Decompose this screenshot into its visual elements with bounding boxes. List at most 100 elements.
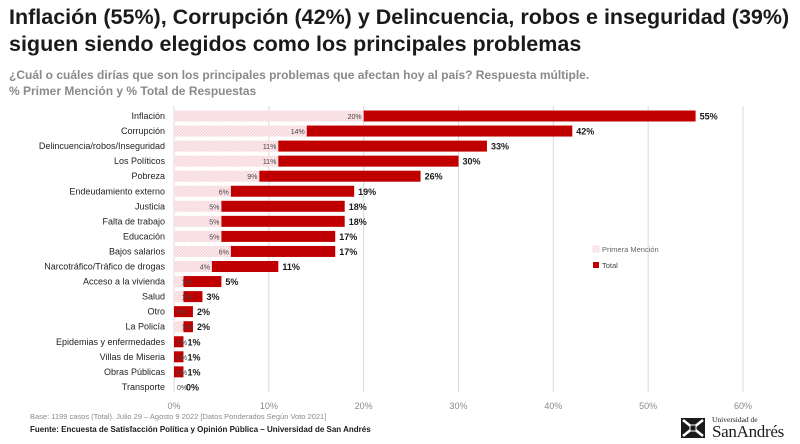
total-bar — [174, 306, 193, 318]
total-bar — [230, 185, 355, 197]
university-logo: Universidad de SanAndrés — [680, 414, 795, 442]
total-value-label: 11% — [282, 262, 300, 272]
crest-icon — [681, 418, 705, 438]
first-mention-value-label: 11% — [263, 144, 277, 151]
category-label: Epidemias y enfermedades — [56, 337, 166, 347]
first-mention-value-label: 5% — [209, 204, 219, 211]
first-mention-bar — [174, 215, 222, 227]
category-label: Obras Públicas — [104, 367, 166, 377]
first-mention-value-label: 20% — [348, 114, 362, 121]
first-mention-bar — [174, 185, 231, 197]
total-bar — [183, 291, 203, 303]
first-mention-value-label: 0% — [177, 355, 187, 362]
x-tick-label: 60% — [734, 401, 752, 411]
first-mention-value-label: 5% — [209, 234, 219, 241]
category-label: Corrupción — [121, 126, 165, 136]
total-bar — [174, 351, 184, 363]
first-mention-bar — [174, 140, 279, 152]
category-label: Educación — [123, 231, 165, 241]
total-value-label: 0% — [186, 382, 199, 392]
category-label: Pobreza — [131, 171, 165, 181]
first-mention-bar — [174, 245, 231, 257]
legend-label-first-mention: Primera Mención — [602, 245, 659, 254]
total-value-label: 18% — [349, 202, 367, 212]
total-bar — [278, 155, 459, 167]
total-value-label: 30% — [463, 157, 481, 167]
category-label: Delincuencia/robos/Inseguridad — [39, 141, 165, 151]
first-mention-bar — [174, 155, 279, 167]
total-value-label: 3% — [206, 292, 219, 302]
chart-title: Inflación (55%), Corrupción (42%) y Deli… — [9, 5, 790, 56]
total-value-label: 1% — [187, 337, 200, 347]
chart-subtitle: ¿Cuál o cuáles dirías que son los princi… — [9, 67, 794, 99]
total-bar — [221, 215, 345, 227]
total-bar — [259, 170, 421, 182]
total-value-label: 26% — [425, 172, 443, 182]
total-value-label: 42% — [576, 127, 594, 137]
first-mention-bar — [174, 291, 184, 303]
first-mention-value-label: 6% — [219, 249, 229, 256]
total-value-label: 19% — [358, 187, 376, 197]
first-mention-bar — [174, 230, 222, 242]
total-value-label: 55% — [700, 112, 718, 122]
first-mention-bar — [174, 125, 307, 137]
total-bar — [174, 366, 184, 378]
x-tick-label: 0% — [167, 401, 180, 411]
total-value-label: 18% — [349, 217, 367, 227]
total-value-label: 17% — [339, 247, 357, 257]
total-value-label: 2% — [197, 322, 210, 332]
first-mention-value-label: 0% — [177, 370, 187, 377]
first-mention-value-label: 11% — [263, 159, 277, 166]
category-label: Bajos salarios — [109, 246, 166, 256]
total-bar — [221, 230, 336, 242]
first-mention-value-label: 0% — [177, 310, 187, 317]
total-value-label: 1% — [187, 352, 200, 362]
category-label: Inflación — [131, 111, 165, 121]
logo-text-small: Universidad de — [712, 415, 758, 424]
first-mention-value-label: 0% — [177, 385, 187, 392]
category-label: Otro — [147, 307, 165, 317]
first-mention-value-label: 1% — [181, 325, 191, 332]
first-mention-value-label: 1% — [181, 295, 191, 302]
first-mention-value-label: 4% — [200, 265, 210, 272]
first-mention-bar — [174, 276, 184, 288]
category-label: Falta de trabajo — [102, 216, 165, 226]
first-mention-bar — [174, 321, 184, 333]
total-bar — [211, 261, 279, 272]
subtitle-measures: % Primer Mención y % Total de Respuestas — [9, 84, 257, 98]
category-label: Transporte — [122, 382, 165, 392]
first-mention-bar — [174, 200, 222, 212]
first-mention-bar — [174, 170, 260, 182]
legend-label-total: Total — [602, 261, 618, 270]
category-label: Endeudamiento externo — [69, 186, 165, 196]
total-bar — [174, 336, 184, 348]
total-value-label: 1% — [187, 367, 200, 377]
x-tick-label: 40% — [544, 401, 562, 411]
first-mention-bar — [174, 261, 212, 272]
legend-swatch-total — [593, 262, 599, 268]
total-bar — [306, 125, 573, 137]
category-label: La Policía — [125, 322, 165, 332]
first-mention-value-label: 14% — [291, 129, 305, 136]
category-label: Narcotráfico/Tráfico de drogas — [44, 262, 165, 272]
category-label: Villas de Miseria — [100, 352, 165, 362]
x-tick-label: 30% — [449, 401, 467, 411]
legend-swatch-first-mention — [592, 245, 600, 253]
total-bar — [183, 276, 222, 288]
first-mention-bar — [174, 110, 364, 122]
category-label: Los Políticos — [114, 156, 166, 166]
category-label: Justicia — [135, 201, 165, 211]
total-value-label: 2% — [197, 307, 210, 317]
total-bar — [183, 321, 193, 333]
source-note: Fuente: Encuesta de Satisfacción Polític… — [30, 425, 371, 434]
total-value-label: 17% — [339, 232, 357, 242]
total-bar — [221, 200, 345, 212]
total-value-label: 5% — [225, 277, 238, 287]
first-mention-value-label: 9% — [247, 174, 257, 181]
first-mention-value-label: 0% — [177, 340, 187, 347]
x-tick-label: 20% — [355, 401, 373, 411]
category-label: Acceso a la vivienda — [83, 277, 165, 287]
total-bar — [363, 110, 696, 122]
total-bar — [278, 140, 487, 152]
base-note: Base: 1199 casos (Total). Julio 29 – Ago… — [30, 412, 327, 421]
